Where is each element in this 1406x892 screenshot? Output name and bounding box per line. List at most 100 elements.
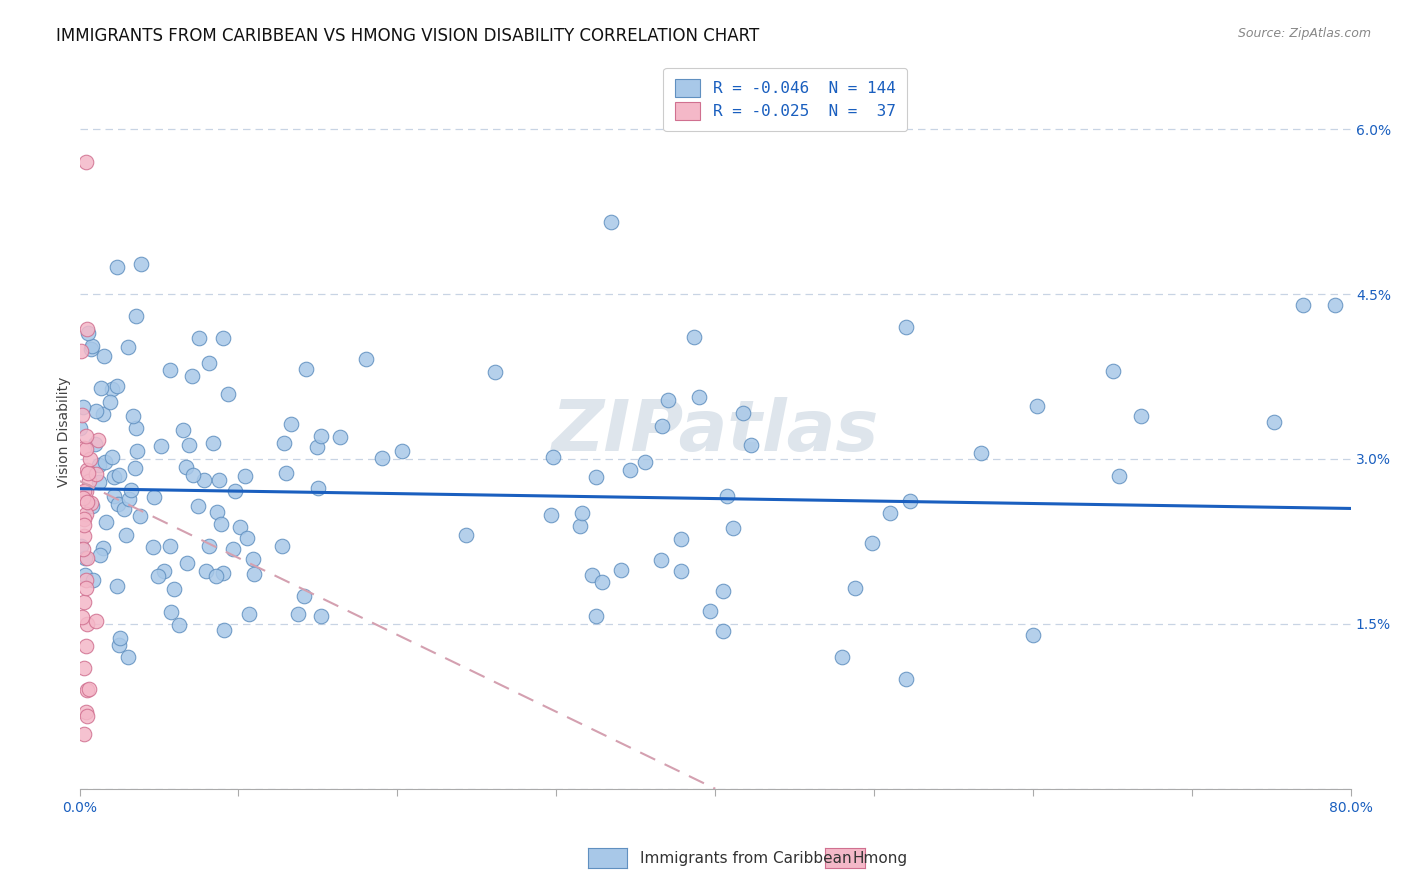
Point	[1026, 399, 1049, 413]
Point	[568, 518, 591, 533]
Point	[122, 409, 145, 423]
Point	[84, 437, 107, 451]
Point	[73, 529, 96, 543]
Text: ZIPatlas: ZIPatlas	[551, 397, 879, 466]
Point	[242, 566, 264, 581]
Point	[307, 481, 329, 495]
Point	[224, 484, 246, 499]
Point	[222, 541, 245, 556]
Point	[76, 709, 98, 723]
Point	[295, 362, 318, 376]
Point	[713, 624, 735, 639]
Point	[93, 349, 115, 363]
Point	[142, 490, 165, 504]
Point	[75, 484, 97, 499]
Point	[174, 459, 197, 474]
Point	[274, 466, 297, 480]
Point	[101, 382, 124, 396]
Point	[87, 475, 110, 489]
Point	[716, 489, 738, 503]
Point	[121, 483, 143, 497]
Point	[329, 430, 352, 444]
Point	[198, 539, 221, 553]
Point	[79, 496, 101, 510]
Point	[581, 567, 603, 582]
Point	[73, 595, 96, 609]
Point	[76, 550, 98, 565]
Point	[177, 438, 200, 452]
Point	[202, 435, 225, 450]
Point	[650, 552, 672, 566]
Point	[682, 329, 704, 343]
Point	[236, 531, 259, 545]
Point	[167, 618, 190, 632]
Point	[75, 581, 97, 595]
Point	[75, 155, 97, 169]
Point	[731, 406, 754, 420]
Point	[740, 438, 762, 452]
Point	[894, 672, 917, 686]
Point	[585, 469, 607, 483]
Legend: R = -0.046  N = 144, R = -0.025  N =  37: R = -0.046 N = 144, R = -0.025 N = 37	[664, 68, 907, 131]
Point	[238, 607, 260, 621]
Point	[280, 417, 302, 432]
Point	[591, 574, 613, 589]
Point	[657, 392, 679, 407]
Point	[195, 565, 218, 579]
Point	[571, 506, 593, 520]
Point	[117, 340, 139, 354]
Point	[125, 421, 148, 435]
Point	[72, 518, 94, 533]
Text: Immigrants from Caribbean: Immigrants from Caribbean	[640, 851, 852, 865]
Point	[115, 527, 138, 541]
Point	[75, 639, 97, 653]
Point	[1022, 628, 1045, 642]
Point	[1324, 298, 1347, 312]
Point	[610, 563, 633, 577]
Point	[193, 473, 215, 487]
Point	[699, 604, 721, 618]
Point	[969, 446, 991, 460]
Point	[309, 609, 332, 624]
Point	[370, 451, 392, 466]
Point	[1292, 298, 1315, 312]
Point	[176, 556, 198, 570]
Point	[309, 429, 332, 443]
Point	[107, 497, 129, 511]
Point	[669, 533, 692, 547]
Point	[75, 550, 97, 565]
Point	[894, 320, 917, 334]
Point	[181, 468, 204, 483]
Point	[72, 401, 94, 415]
Point	[172, 423, 194, 437]
Point	[72, 491, 94, 505]
Point	[242, 552, 264, 566]
Point	[1130, 409, 1153, 423]
Point	[163, 582, 186, 596]
Point	[77, 474, 100, 488]
Text: Source: ZipAtlas.com: Source: ZipAtlas.com	[1237, 27, 1371, 40]
Point	[76, 616, 98, 631]
Point	[879, 507, 901, 521]
Point	[82, 574, 104, 588]
Point	[600, 215, 623, 229]
Point	[212, 566, 235, 581]
Point	[105, 579, 128, 593]
Point	[188, 331, 211, 345]
Point	[860, 535, 883, 549]
Point	[205, 569, 228, 583]
Point	[149, 439, 172, 453]
Text: Hmong: Hmong	[852, 851, 907, 865]
Point	[84, 467, 107, 481]
Point	[91, 407, 114, 421]
Point	[73, 512, 96, 526]
Point	[70, 609, 93, 624]
Point	[96, 515, 118, 529]
Point	[73, 441, 96, 455]
Point	[273, 435, 295, 450]
Point	[73, 727, 96, 741]
Point	[124, 461, 146, 475]
Point	[688, 390, 710, 404]
Point	[82, 339, 104, 353]
Point	[898, 494, 921, 508]
